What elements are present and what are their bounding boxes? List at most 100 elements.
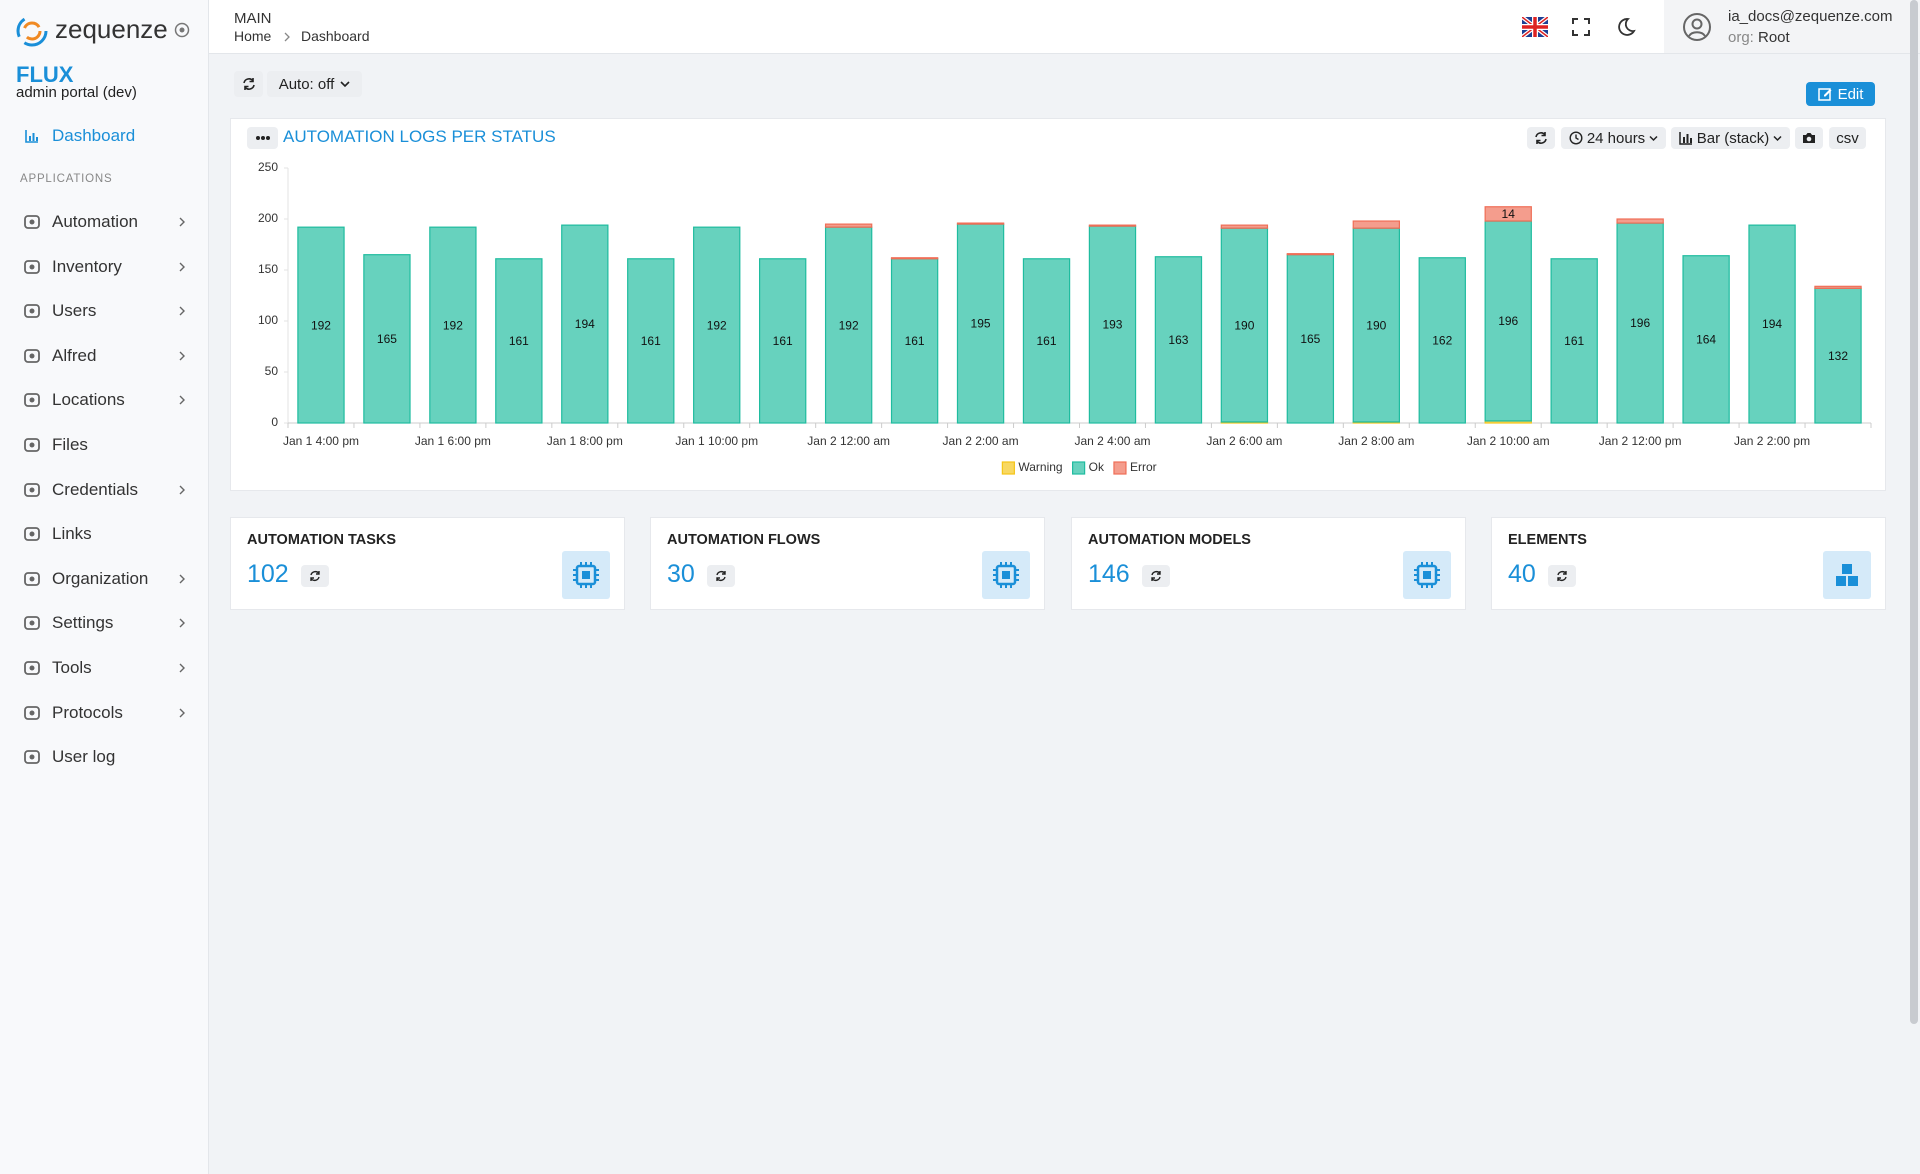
stat-refresh[interactable] bbox=[706, 565, 735, 587]
bar-segment bbox=[1220, 227, 1269, 423]
bar-segment bbox=[1682, 255, 1730, 424]
refresh-path bbox=[716, 571, 726, 581]
range-select[interactable]: 24 hours bbox=[1561, 127, 1666, 149]
stat-card: AUTOMATION FLOWS 30 bbox=[650, 517, 1045, 610]
nav-item[interactable]: Protocols bbox=[52, 702, 123, 722]
legend-label: Warning bbox=[1018, 460, 1062, 474]
bar-segment bbox=[1286, 254, 1335, 424]
nav-item[interactable]: Alfred bbox=[52, 345, 97, 365]
nav-item[interactable]: Credentials bbox=[52, 479, 138, 499]
bar-value-label: 196 bbox=[1630, 316, 1650, 330]
bar-segment bbox=[1748, 224, 1796, 424]
nav-icon bbox=[24, 750, 40, 765]
bar-segment bbox=[890, 257, 939, 260]
stat-title: ELEMENTS bbox=[1508, 532, 1587, 548]
bar-value-label: 164 bbox=[1696, 333, 1716, 347]
scrollbar[interactable] bbox=[1910, 0, 1918, 1024]
bar-value-label: 192 bbox=[443, 318, 463, 332]
nav-item[interactable]: Users bbox=[52, 301, 97, 321]
nav-item[interactable]: Tools bbox=[52, 658, 92, 677]
nav-icon-shape bbox=[24, 616, 40, 631]
stat-value: 30 bbox=[667, 560, 695, 588]
stat-icon-box bbox=[1403, 551, 1451, 599]
chart-refresh-button[interactable] bbox=[1527, 127, 1555, 149]
bar-icon bbox=[1678, 132, 1692, 145]
bar-segment bbox=[1220, 224, 1269, 229]
nav-icon-dot bbox=[29, 576, 35, 582]
refresh-icon bbox=[242, 78, 255, 90]
nav-chevron bbox=[179, 395, 185, 405]
language-flag[interactable] bbox=[1522, 17, 1548, 37]
stat-value: 40 bbox=[1508, 560, 1536, 588]
header: MAIN Home Dashboard ia_docs@zequenze.com… bbox=[209, 0, 1920, 54]
stat-refresh[interactable] bbox=[1141, 565, 1170, 587]
nav-chevron bbox=[179, 618, 185, 628]
nav-chevron bbox=[179, 663, 185, 673]
chart: 0 50 100 150 200 250 Jan 1 4:00 pm Jan 1 6:00 p… bbox=[258, 160, 1872, 475]
nav-item[interactable]: User log bbox=[52, 747, 116, 767]
nav-chevron bbox=[179, 574, 185, 584]
nav-icon-shape bbox=[24, 661, 40, 675]
x-tick-label: Jan 2 8:00 am bbox=[1338, 434, 1414, 448]
refresh-button[interactable] bbox=[234, 71, 263, 97]
nav-item[interactable]: Automation bbox=[52, 212, 138, 231]
bar-segment bbox=[429, 226, 477, 424]
fullscreen-button[interactable] bbox=[1571, 17, 1591, 37]
nav-item[interactable]: Inventory bbox=[52, 256, 122, 276]
header-section: MAIN bbox=[234, 10, 272, 27]
nav-icon-dot bbox=[29, 264, 35, 270]
pin-toggle[interactable] bbox=[174, 22, 190, 38]
nav-icon bbox=[24, 616, 40, 631]
stat-icon-box bbox=[982, 551, 1030, 599]
x-tick-label: Jan 1 8:00 pm bbox=[547, 434, 623, 448]
user-panel[interactable]: ia_docs@zequenze.com org: Root bbox=[1664, 0, 1920, 53]
nav-chevron bbox=[179, 485, 185, 495]
x-tick-label: Jan 2 4:00 am bbox=[1074, 434, 1150, 448]
stat-title: AUTOMATION TASKS bbox=[247, 532, 397, 548]
nav-icon-dot bbox=[29, 442, 35, 448]
nav-icon-shape bbox=[24, 348, 40, 363]
app-name: FLUX bbox=[16, 62, 74, 87]
csv-button[interactable]: csv bbox=[1829, 127, 1866, 149]
bar-value-label: 165 bbox=[1300, 332, 1320, 346]
chip-core bbox=[1002, 571, 1010, 579]
stat-refresh[interactable] bbox=[1547, 565, 1576, 587]
y-tick-label: 250 bbox=[258, 160, 278, 174]
bar-segment bbox=[1088, 225, 1137, 424]
bar-value-label: 14 bbox=[1502, 207, 1516, 221]
x-tick-label: Jan 1 6:00 pm bbox=[415, 434, 491, 448]
brand: zequenze bbox=[55, 14, 168, 44]
x-tick-label: Jan 2 12:00 am bbox=[807, 434, 890, 448]
chart-menu-button[interactable] bbox=[247, 127, 278, 149]
nav-icon-dot bbox=[29, 710, 35, 716]
chip-pins bbox=[573, 562, 599, 588]
nav-icon-shape bbox=[24, 304, 40, 319]
bar-value-label: 194 bbox=[575, 317, 595, 331]
bar-segment bbox=[956, 223, 1005, 424]
stat-refresh[interactable] bbox=[300, 565, 329, 587]
bar-value-label: 192 bbox=[839, 318, 859, 332]
nav-item[interactable]: Links bbox=[52, 524, 92, 544]
bar-value-label: 161 bbox=[509, 334, 529, 348]
nav-icon bbox=[24, 393, 40, 408]
nav-item[interactable]: Organization bbox=[52, 568, 149, 588]
screenshot-button[interactable] bbox=[1795, 127, 1823, 149]
edit-button[interactable]: Edit bbox=[1806, 82, 1875, 106]
nav-icon bbox=[24, 482, 40, 497]
blocks bbox=[1836, 564, 1858, 586]
bar-segment bbox=[1484, 220, 1532, 422]
nav-dashboard[interactable]: Dashboard bbox=[52, 126, 136, 145]
chart-mode-select[interactable]: Bar (stack) bbox=[1671, 127, 1790, 149]
nav-item[interactable]: Locations bbox=[52, 390, 125, 410]
nav-item[interactable]: Settings bbox=[52, 613, 114, 633]
nav-icon-dot bbox=[29, 353, 35, 359]
nav-item[interactable]: Files bbox=[52, 435, 88, 454]
auto-refresh-select[interactable]: Auto: off bbox=[267, 71, 362, 97]
theme-toggle[interactable] bbox=[1616, 17, 1636, 37]
bar-value-label: 161 bbox=[1564, 334, 1584, 348]
refresh-icon bbox=[1557, 571, 1567, 581]
breadcrumb-home[interactable]: Home bbox=[234, 28, 272, 44]
legend-label: Ok bbox=[1089, 460, 1105, 474]
stat-icon bbox=[1414, 562, 1440, 588]
stat-icon-box bbox=[562, 551, 610, 599]
